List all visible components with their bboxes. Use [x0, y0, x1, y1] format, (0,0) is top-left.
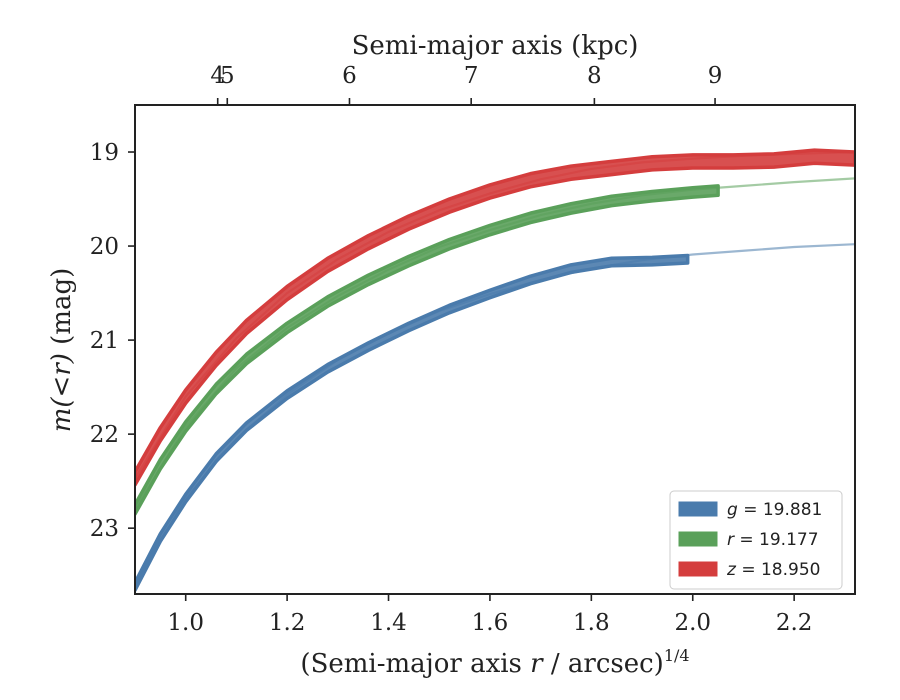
bottom-axis-label-var: r: [530, 649, 544, 679]
bottom-axis-label: (Semi-major axis r / arcsec)1/4: [300, 646, 689, 679]
axes-frame: [134, 104, 856, 595]
top-axis-ticks: 45 6 7 8 9: [210, 63, 722, 105]
y-tick-label: 21: [90, 328, 119, 354]
y-tick-label: 22: [90, 422, 119, 448]
legend: g = 19.881 r = 19.177 z = 18.950: [669, 490, 843, 590]
x-tick-label: 1.8: [573, 610, 610, 636]
top-tick-label: 6: [342, 63, 357, 89]
x-tick-label: 1.4: [370, 610, 407, 636]
x-tick-label: 1.2: [269, 610, 306, 636]
y-tick-label: 20: [90, 234, 119, 260]
y-tick-label: 23: [90, 516, 119, 542]
bottom-axis-label-unit: / arcsec): [551, 649, 664, 679]
profile-band-z: [135, 148, 855, 487]
bottom-axis-ticks: 1.0 1.2 1.4 1.6 1.8 2.0 2.2: [167, 594, 812, 636]
left-axis-label: m(<r) (mag): [47, 268, 77, 433]
bottom-axis-label-text: (Semi-major axis: [300, 649, 521, 679]
left-axis-label-var: m(<r): [47, 353, 77, 432]
profile-bands: [135, 148, 855, 592]
legend-swatch-z: [678, 561, 718, 577]
legend-label-r: r = 19.177: [727, 530, 819, 550]
left-axis-ticks: 19 20 21 22 23: [90, 140, 135, 542]
top-tick-label: 4: [210, 63, 225, 89]
profile-band-r: [135, 184, 720, 516]
legend-label-z: z = 18.950: [726, 560, 820, 580]
y-tick-label: 19: [90, 140, 119, 166]
x-tick-label: 2.2: [776, 610, 813, 636]
legend-swatch-g: [678, 501, 718, 517]
top-axis-label: Semi-major axis (kpc): [352, 31, 639, 61]
x-tick-label: 1.6: [472, 610, 509, 636]
top-tick-label: 7: [464, 63, 479, 89]
legend-swatch-r: [678, 531, 718, 547]
left-axis-label-unit: (mag): [47, 268, 77, 345]
top-tick-label: 9: [708, 63, 723, 89]
top-tick-label: 5: [220, 63, 235, 89]
x-tick-label: 2.0: [674, 610, 711, 636]
bottom-axis-label-exponent: 1/4: [664, 646, 690, 665]
x-tick-label: 1.0: [167, 610, 204, 636]
legend-label-g: g = 19.881: [727, 500, 822, 520]
profile-band-g: [135, 253, 690, 592]
top-tick-label: 8: [587, 63, 602, 89]
